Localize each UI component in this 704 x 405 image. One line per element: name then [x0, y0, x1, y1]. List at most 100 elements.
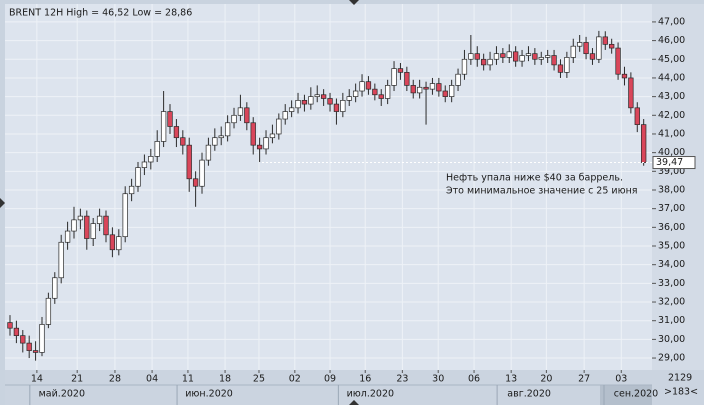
plot-area: [5, 4, 652, 370]
y-tick-label: 31,00: [658, 315, 685, 326]
x-tick-label: 21: [71, 374, 83, 385]
candle-body: [609, 43, 615, 49]
candle-body: [64, 230, 71, 243]
candle-body: [448, 85, 455, 97]
candle-body: [615, 47, 621, 75]
candle-body: [109, 234, 116, 251]
x-tick-label: 25: [253, 374, 265, 385]
candle-body: [212, 137, 218, 146]
candle-body: [154, 141, 160, 157]
candle-body: [148, 156, 154, 163]
candle-body: [122, 193, 128, 238]
x-tick-label: 02: [289, 374, 301, 385]
y-tick-label: 41,00: [658, 128, 685, 139]
candle-body: [77, 215, 84, 221]
candle-body: [500, 53, 506, 58]
candle-body: [589, 53, 596, 60]
candle-body: [327, 98, 333, 105]
candle-body: [167, 111, 173, 127]
candle-body: [96, 215, 103, 224]
y-tick-label: 33,00: [658, 278, 685, 289]
last-price-box: [652, 156, 696, 170]
current-month-band: [600, 385, 652, 405]
candle-body: [545, 55, 551, 58]
candle-body: [429, 83, 436, 90]
candle-body: [320, 94, 327, 99]
y-tick-label: 40,00: [658, 147, 685, 158]
x-tick-label: 30: [432, 374, 444, 385]
candle-body: [39, 324, 45, 353]
candle-body: [455, 73, 461, 86]
x-tick-label: 13: [505, 374, 517, 385]
candle-body: [71, 219, 77, 232]
y-tick-label: 42,00: [658, 110, 685, 121]
month-label: авг.2020: [507, 389, 551, 400]
candle-body: [45, 297, 52, 325]
candle-body: [263, 137, 269, 150]
chart-title: BRENT 12H High = 46,52 Low = 28,86: [9, 8, 192, 19]
y-tick-label: 30,00: [658, 334, 685, 345]
candle-body: [481, 58, 487, 66]
candle-body: [621, 73, 628, 79]
candle-body: [237, 107, 244, 116]
candle-body: [493, 53, 500, 60]
month-label: июл.2020: [347, 389, 394, 400]
candle-body: [52, 277, 58, 299]
candle-body: [557, 64, 564, 73]
candle-body: [32, 350, 39, 353]
candle-body: [103, 215, 109, 236]
candle-body: [282, 111, 288, 120]
x-tick-label: 04: [146, 374, 158, 385]
candle-body: [58, 241, 64, 279]
candle-body: [84, 215, 90, 239]
candle-body: [173, 126, 180, 139]
y-tick-label: 45,00: [658, 54, 685, 65]
candle-body: [26, 342, 32, 351]
corner-label: >183<: [664, 387, 698, 398]
candle-body: [224, 122, 231, 137]
candle-body: [513, 51, 519, 62]
candle-body: [244, 107, 250, 124]
candle-body: [192, 178, 199, 187]
y-tick-label: 43,00: [658, 91, 685, 102]
candle-body: [416, 86, 423, 94]
annotation-line: Нефть упала ниже $40 за баррель.: [446, 173, 623, 184]
candle-body: [391, 68, 397, 86]
y-tick-label: 47,00: [658, 16, 685, 27]
candle-body: [641, 124, 647, 163]
candle-body: [180, 137, 186, 146]
y-tick-label: 37,00: [658, 203, 685, 214]
candle-body: [577, 42, 583, 47]
annotation-line: Это минимальное значение с 25 июня: [446, 186, 638, 197]
x-axis-area: [5, 370, 704, 405]
candle-body: [404, 71, 410, 86]
candle-body: [442, 90, 448, 97]
candle-body: [551, 55, 557, 66]
candle-body: [525, 53, 532, 56]
candle-body: [314, 94, 320, 97]
scroll-marker-left: [0, 198, 5, 208]
candle-body: [487, 58, 493, 66]
last-price-label: 39,47: [656, 157, 683, 168]
x-tick-label: 03: [615, 374, 627, 385]
candle-body: [295, 100, 301, 109]
candle-body: [128, 185, 135, 195]
candle-body: [256, 144, 263, 150]
y-tick-label: 35,00: [658, 241, 685, 252]
candles: [7, 30, 647, 361]
candle-body: [583, 42, 589, 55]
candle-body: [276, 118, 282, 135]
x-tick-label: 14: [31, 374, 43, 385]
month-label: июн.2020: [185, 389, 233, 400]
candle-body: [141, 161, 148, 168]
candle-body: [7, 322, 13, 329]
y-tick-label: 29,00: [658, 353, 685, 364]
y-tick-label: 46,00: [658, 35, 685, 46]
candle-body: [634, 107, 640, 125]
corner-label: 2129: [668, 373, 692, 384]
candle-body: [231, 114, 237, 124]
grid: [5, 4, 652, 370]
candle-body: [269, 133, 276, 139]
candle-body: [359, 81, 365, 92]
